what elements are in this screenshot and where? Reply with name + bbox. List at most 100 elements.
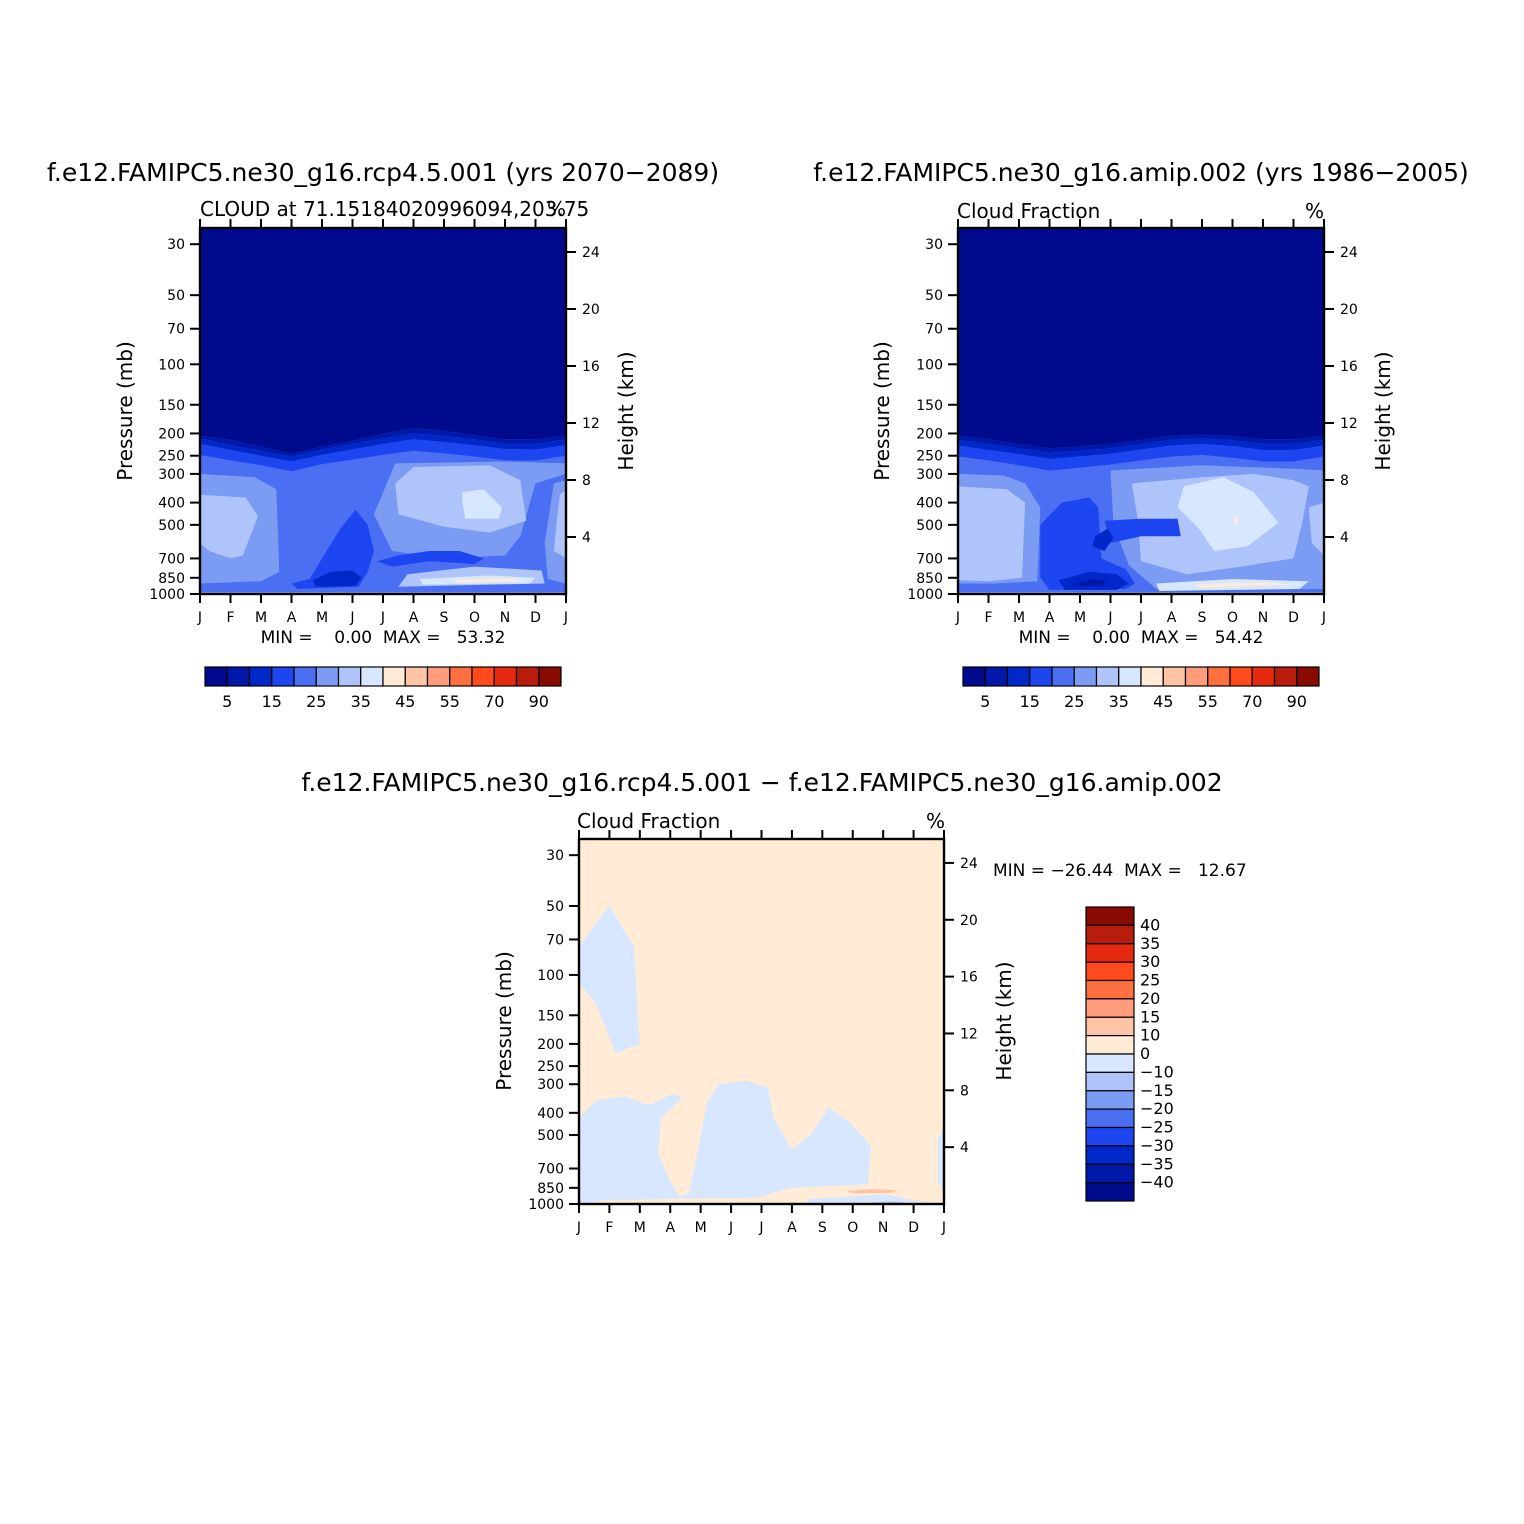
colorbar-swatch <box>404 666 429 687</box>
p2-ytick-label: 500 <box>537 1128 564 1144</box>
colorbar-swatch <box>984 666 1009 687</box>
panel-b-ylabel: Pressure (mb) <box>870 341 894 481</box>
p0-contour-10 <box>291 509 374 589</box>
p0-xtick-label: J <box>197 610 202 626</box>
p1-contour-8 <box>1195 582 1294 588</box>
panel-b-y2label: Height (km) <box>1371 351 1395 470</box>
colorbar-swatch <box>426 666 451 687</box>
panel-c: f.e12.FAMIPC5.ne30_g16.rcp4.5.001 − f.e1… <box>301 768 1246 1236</box>
p1-contour-5 <box>1177 477 1279 551</box>
p1-contour-4 <box>1308 502 1324 556</box>
colorbar-label: 70 <box>1242 692 1262 711</box>
p2-y2tick-label: 4 <box>960 1140 969 1156</box>
colorbar-swatch <box>1085 924 1135 945</box>
p0-xtick-label: J <box>349 610 354 626</box>
colorbar-swatch <box>271 666 295 687</box>
panel-a-units: % <box>547 197 566 221</box>
colorbar-swatch <box>1085 979 1135 1000</box>
colorbar-label: 0 <box>1140 1044 1150 1063</box>
p2-ytick-label: 850 <box>537 1181 564 1197</box>
p1-xtick-label: J <box>1107 610 1112 626</box>
colorbar-swatch <box>337 666 362 687</box>
colorbar-label: −30 <box>1140 1136 1174 1155</box>
p0-ytick-label: 700 <box>158 551 185 567</box>
p2-xtick-label: M <box>695 1220 707 1236</box>
p2-contour-2 <box>937 1128 944 1194</box>
p1-xtick-label: N <box>1258 610 1268 626</box>
p2-contour-1 <box>579 1080 871 1203</box>
p2-field <box>579 839 944 1204</box>
colorbar-swatch <box>1085 1035 1135 1055</box>
p0-ytick-label: 850 <box>158 571 185 587</box>
p2-ytick-label: 300 <box>537 1077 564 1093</box>
colorbar-label: 25 <box>1140 971 1160 990</box>
p2-xtick-label: J <box>941 1220 946 1236</box>
p0-xtick-label: A <box>409 610 419 626</box>
p1-ytick-label: 850 <box>916 571 943 587</box>
panel-b-colorbar: 5 15 25 35 45 55 70 90 <box>962 666 1320 711</box>
p0-y2tick-label: 8 <box>582 473 591 489</box>
colorbar-label: 45 <box>395 692 415 711</box>
colorbar-label: 90 <box>529 692 549 711</box>
colorbar-label: 15 <box>262 692 282 711</box>
p0-xtick-label: D <box>530 610 541 626</box>
panel-b-case-title: f.e12.FAMIPC5.ne30_g16.amip.002 (yrs 198… <box>813 158 1469 187</box>
colorbar-swatch <box>248 666 273 687</box>
colorbar-label: 45 <box>1153 692 1173 711</box>
p2-y2tick-label: 8 <box>960 1083 969 1099</box>
p1-ytick-label: 50 <box>925 288 943 304</box>
p0-contour-9 <box>453 578 524 583</box>
p0-xtick-label: J <box>380 610 385 626</box>
p0-ytick-label: 70 <box>167 322 185 338</box>
colorbar-swatch <box>1073 666 1098 687</box>
panel-c-y2label: Height (km) <box>992 961 1016 1080</box>
p1-xtick-label: A <box>1167 610 1177 626</box>
p1-ytick-label: 70 <box>925 322 943 338</box>
panel-b-units: % <box>1305 199 1324 223</box>
colorbar-swatch <box>1085 1016 1135 1037</box>
p0-y2tick-label: 16 <box>582 359 600 375</box>
p1-xtick-label: J <box>1321 610 1326 626</box>
colorbar-label: 15 <box>1140 1007 1160 1026</box>
p0-ytick-label: 250 <box>158 449 185 465</box>
colorbar-label: 35 <box>351 692 371 711</box>
p0-contour-12 <box>312 570 362 587</box>
colorbar-swatch <box>1162 666 1187 687</box>
p0-ytick-label: 400 <box>158 496 185 512</box>
p2-xtick-label: N <box>878 1220 888 1236</box>
p1-contour-10 <box>1104 518 1181 543</box>
p1-band-2 <box>958 438 1324 459</box>
panel-c-stats: MIN = −26.44 MAX = 12.67 <box>993 861 1247 881</box>
colorbar-label: 35 <box>1140 934 1160 953</box>
panel-b: f.e12.FAMIPC5.ne30_g16.amip.002 (yrs 198… <box>813 158 1469 711</box>
p0-band-2 <box>200 433 566 462</box>
p0-ytick-label: 100 <box>158 357 185 373</box>
panel-b-stats: MIN = 0.00 MAX = 54.42 <box>1019 628 1264 648</box>
colorbar-swatch <box>1085 1053 1135 1073</box>
panel-b-left-label: Cloud Fraction <box>957 199 1100 223</box>
p2-xtick-label: J <box>758 1220 763 1236</box>
colorbar-label: 20 <box>1140 989 1160 1008</box>
p2-xtick-label: J <box>576 1220 581 1236</box>
colorbar-swatch <box>1085 906 1135 926</box>
colorbar-label: 25 <box>1064 692 1084 711</box>
p1-y2tick-label: 12 <box>1340 416 1358 432</box>
colorbar-label: −35 <box>1140 1154 1174 1173</box>
p1-y2tick-label: 4 <box>1340 530 1349 546</box>
colorbar-swatch <box>1085 1126 1135 1147</box>
colorbar-label: 25 <box>306 692 326 711</box>
p0-contour-3 <box>200 494 258 559</box>
p2-xtick-label: A <box>665 1220 675 1236</box>
colorbar-swatch <box>1085 998 1135 1018</box>
colorbar-label: 5 <box>222 692 232 711</box>
p0-y2tick-label: 24 <box>582 245 600 261</box>
colorbar-swatch <box>293 666 317 687</box>
colorbar-swatch <box>204 666 228 687</box>
p0-ytick-label: 50 <box>167 288 185 304</box>
p0-contour-11 <box>376 551 484 567</box>
p0-ytick-label: 500 <box>158 518 185 534</box>
panel-a-ylabel: Pressure (mb) <box>113 341 137 481</box>
colorbar-swatch <box>471 666 495 687</box>
p2-y2tick-label: 20 <box>960 913 978 929</box>
colorbar-swatch <box>962 666 986 687</box>
